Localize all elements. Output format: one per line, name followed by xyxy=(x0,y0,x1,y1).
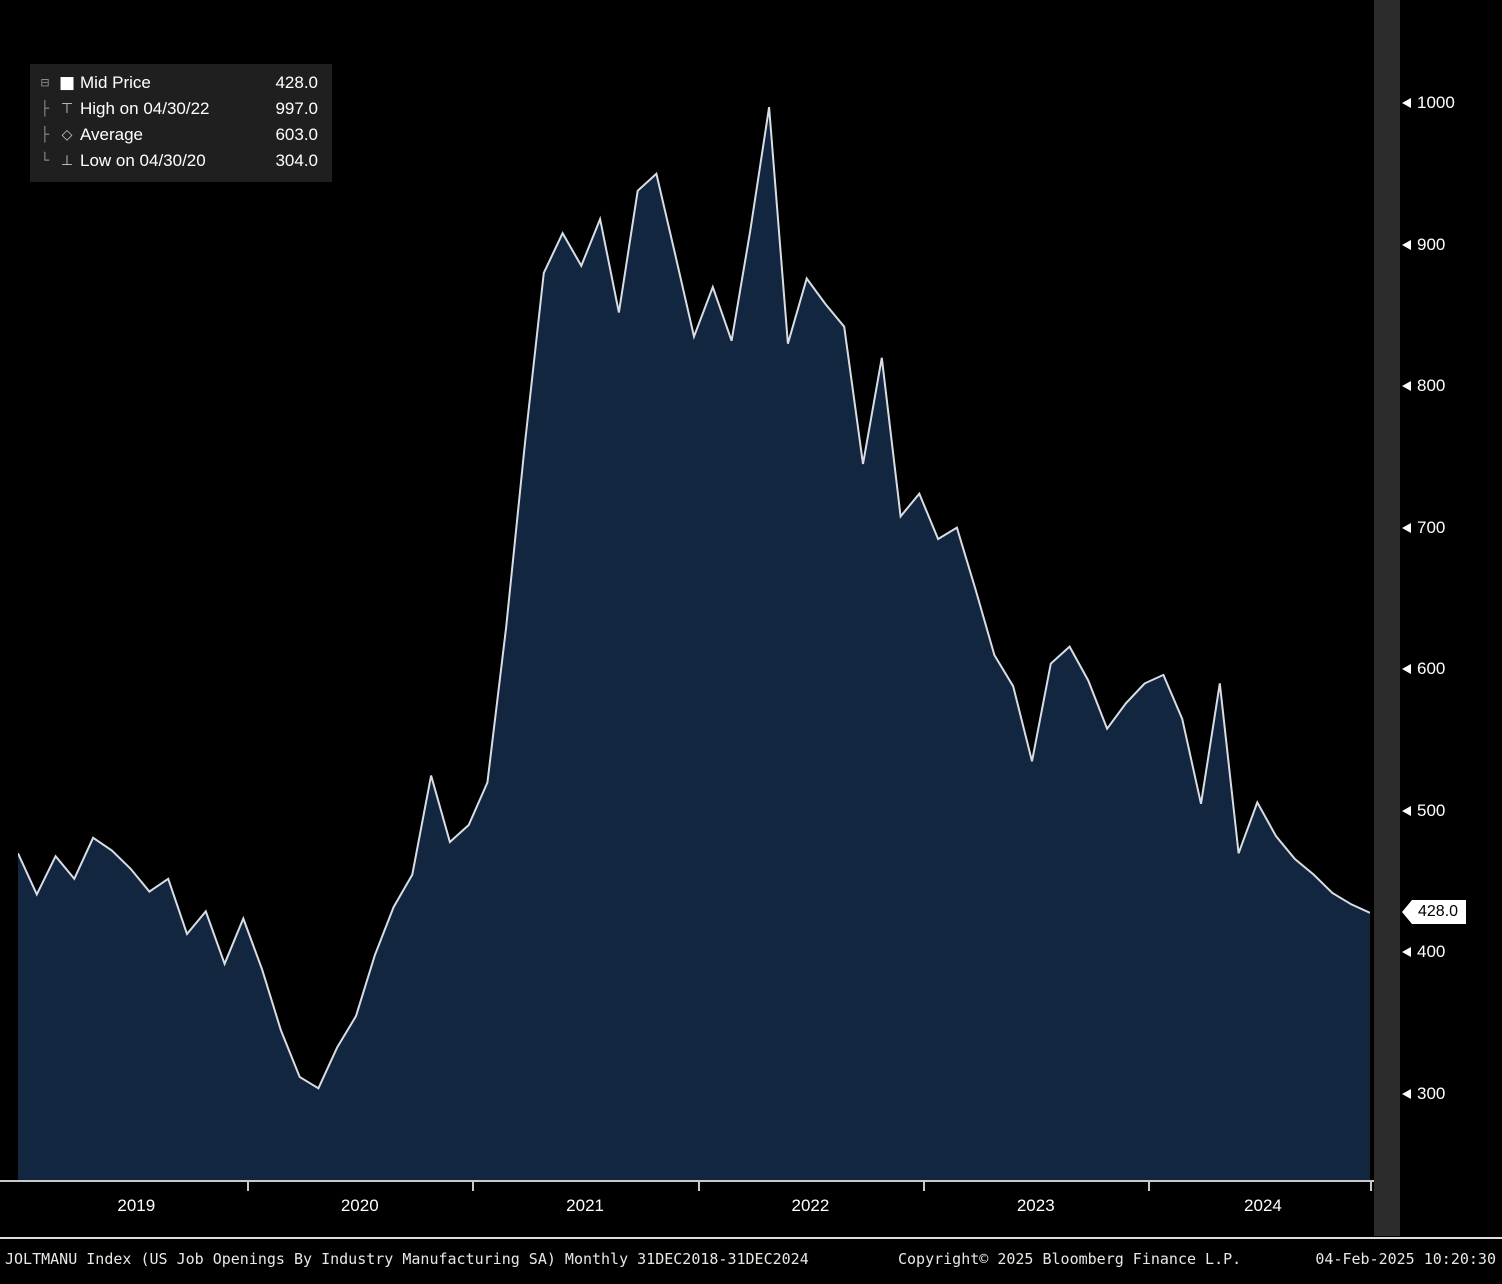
status-bar-separator xyxy=(0,1237,1502,1239)
legend-value: 304.0 xyxy=(275,151,318,170)
copyright-text: Copyright© 2025 Bloomberg Finance L.P. xyxy=(898,1250,1242,1268)
y-axis-tick: 800 xyxy=(1402,376,1445,396)
legend-value: 997.0 xyxy=(275,99,318,118)
y-axis-tick-label: 400 xyxy=(1417,942,1446,962)
y-axis-tick: 700 xyxy=(1402,518,1445,538)
average-marker-icon: ◇ xyxy=(61,127,73,143)
legend-row-low-on-04-30-20[interactable]: └ ⊥ Low on 04/30/20 304.0 xyxy=(36,148,318,174)
price-area-chart[interactable] xyxy=(18,0,1370,1184)
y-axis-tick-label: 1000 xyxy=(1417,93,1455,112)
chart-legend-rows: ⊟ ■ Mid Price 428.0 ├ ⊤ High on 04/30/22 997.0 ├… xyxy=(36,70,318,174)
y-axis-tick: 500 xyxy=(1402,801,1445,821)
x-axis-year-label: 2021 xyxy=(566,1196,604,1215)
legend-label: Mid Price xyxy=(80,73,151,92)
y-axis-tick-label: 300 xyxy=(1417,1084,1446,1103)
legend-tree-line: ├ xyxy=(40,101,50,117)
timestamp-text: 04-Feb-2025 10:20:30 xyxy=(1315,1250,1496,1268)
right-axis-track xyxy=(1374,0,1400,1236)
legend-label: Low on 04/30/20 xyxy=(80,151,206,170)
y-axis-tick: 300 xyxy=(1402,1084,1445,1104)
legend-value: 428.0 xyxy=(275,73,318,92)
tick-arrow-icon xyxy=(1402,98,1411,108)
series-swatch-icon: ■ xyxy=(58,73,76,93)
chart-legend: ⊟ ■ Mid Price 428.0 ├ ⊤ High on 04/30/22 997.0 ├… xyxy=(30,64,332,182)
mid-price-line xyxy=(18,107,1370,1090)
y-axis-tick-label: 900 xyxy=(1417,234,1446,254)
tick-arrow-icon xyxy=(1402,805,1411,816)
tick-arrow-icon xyxy=(1402,947,1411,958)
y-axis-tick-label: 600 xyxy=(1417,659,1446,679)
tick-arrow-icon xyxy=(1402,381,1411,392)
chart-description-text: JOLTMANU Index (US Job Openings By Indus… xyxy=(5,1250,809,1268)
last-value-axis-label: 428.0 xyxy=(1412,899,1467,924)
legend-row-high-on-04-30-22[interactable]: ├ ⊤ High on 04/30/22 997.0 xyxy=(36,96,318,122)
x-axis-tick xyxy=(1148,1182,1151,1191)
x-axis-line xyxy=(0,1180,1374,1182)
y-axis-tick: 900 xyxy=(1402,235,1445,255)
legend-tree-line: └ xyxy=(40,153,50,169)
x-axis-year-label: 2023 xyxy=(1016,1196,1055,1215)
x-axis-year-label: 2022 xyxy=(791,1196,830,1215)
legend-row-average[interactable]: ├ ◇ Average 603.0 xyxy=(36,122,318,148)
x-axis-tick xyxy=(1370,1182,1372,1191)
y-axis-tick-label: 500 xyxy=(1417,800,1446,820)
legend-label: Average xyxy=(80,125,144,144)
area-fill xyxy=(18,107,1370,1181)
tick-arrow-icon xyxy=(1402,1089,1411,1099)
legend-expander-icon[interactable]: ⊟ xyxy=(40,75,50,91)
x-axis-tick xyxy=(923,1182,926,1191)
x-axis-tick xyxy=(472,1182,475,1191)
x-axis-year-label: 2020 xyxy=(340,1196,379,1215)
x-axis-tick xyxy=(247,1182,250,1191)
x-axis-year-label: 2024 xyxy=(1244,1196,1282,1215)
y-axis-tick-label: 700 xyxy=(1417,517,1446,537)
legend-tree-line: ├ xyxy=(40,127,50,143)
x-axis-tick xyxy=(697,1182,700,1191)
tick-arrow-icon xyxy=(1402,664,1411,675)
status-bar: JOLTMANU Index (US Job Openings By Indus… xyxy=(0,1241,1502,1284)
y-axis-tick-label: 800 xyxy=(1417,376,1446,396)
tick-arrow-icon xyxy=(1402,522,1411,533)
x-axis-year-label: 2019 xyxy=(117,1196,156,1215)
legend-value: 603.0 xyxy=(275,125,318,144)
y-axis-tick: 1000 xyxy=(1402,93,1455,113)
y-axis-tick: 600 xyxy=(1402,659,1445,679)
high-marker-icon: ⊤ xyxy=(60,101,74,117)
low-marker-icon: ⊥ xyxy=(60,153,74,169)
y-axis-tick: 400 xyxy=(1402,942,1445,962)
legend-label: High on 04/30/22 xyxy=(80,99,210,118)
tick-arrow-icon xyxy=(1402,239,1411,250)
legend-row-mid-price[interactable]: ⊟ ■ Mid Price 428.0 xyxy=(36,70,318,96)
